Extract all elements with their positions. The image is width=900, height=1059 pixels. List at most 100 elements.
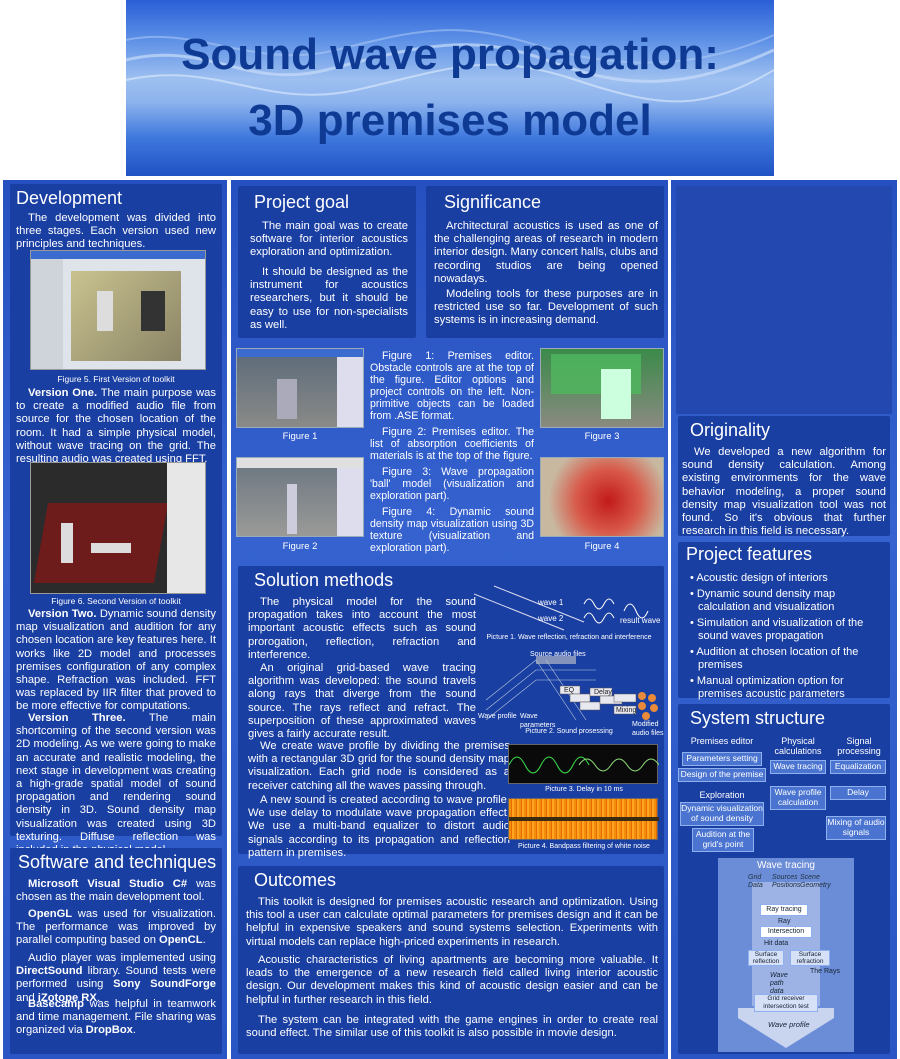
software-basecamp: Basecamp [28,998,84,1010]
wt-rays: Ray [778,918,791,925]
development-intro: The development was divided into three s… [16,212,216,251]
wave-reflection-diagram [474,585,649,631]
goal-p1: The main goal was to create software for… [250,220,408,259]
v2-title: Version Two. [28,608,97,620]
solution-heading: Solution methods [254,570,394,590]
right-empty-panel [676,186,892,414]
figure-6-caption: Figure 6. Second Version of toolkit [51,596,181,606]
software-p1: was chosen as the main development tool. [16,878,216,904]
sys-wave-tracing: Wave tracing [770,760,826,774]
wt-wpd: Wave path data [770,972,788,995]
originality-box: Originality We developed a new algorithm… [678,416,890,538]
picture-1-caption: Picture 1. Wave reflection, refraction a… [486,634,652,641]
significance-p1: Architectural acoustics is used as one o… [434,220,658,285]
title-banner: Sound wave propagation: 3D premises mode… [126,0,774,176]
goal-p2: It should be designed as the instrument … [250,266,408,331]
sys-dynvis: Dynamic visualization of sound density [680,802,764,826]
goal-heading: Project goal [254,192,350,212]
wt-heading: Wave tracing [757,860,815,871]
software-izotope: iZotope RX [37,991,97,1004]
sys-col1: Premises editor [690,736,754,746]
sys-params: Parameters setting [682,752,762,766]
outcomes-p1: This toolkit is designed for premises ac… [246,896,658,948]
modified-files-label: Modified audio files [632,721,664,737]
figures-description: Figure 1: Premises editor. Obstacle cont… [370,350,534,554]
wt-sources: Sources Positions [772,874,801,889]
software-p3b: library. Sound tests were performed usin… [16,965,216,991]
software-p3: Audio player was implemented using [28,952,216,964]
significance-heading: Significance [444,192,542,212]
figure-1-desc: Figure 1: Premises editor. Obstacle cont… [370,350,534,422]
figure-1-image [236,348,364,428]
system-box: System structure Premises editor Physica… [678,704,890,1054]
outcomes-p3: The system can be integrated with the ga… [246,1014,658,1040]
wt-hit: Hit data [764,940,789,947]
solution-box: Solution methods The physical model for … [238,566,664,859]
v2-text: Dynamic sound density map visualization … [16,608,216,713]
wt-scene: Scene Geometry [800,874,831,889]
figure-4-desc: Figure 4: Dynamic sound density map visu… [370,506,534,554]
outcomes-p2: Acoustic characteristics of living apart… [246,954,658,1006]
software-soundforge: Sony SoundForge [113,978,216,991]
solution-p1: The physical model for the sound propaga… [248,596,476,661]
wt-grid: Grid Data [748,874,763,889]
features-list: • Acoustic design of interiors • Dynamic… [686,572,884,704]
picture-4-image [508,798,659,840]
sys-eq: Equalization [830,760,886,774]
software-vs: Microsoft Visual Studio C# [28,878,188,890]
feature-item: • Simulation and visualization of the so… [690,617,864,642]
software-heading: Software and techniques [18,852,217,872]
feature-item: • Acoustic design of interiors [690,572,828,584]
wt-newrays: The Rays [810,968,840,975]
software-directsound: DirectSound [16,965,83,978]
sound-processing-diagram [485,656,658,721]
wave1-label: wave 1 [538,598,564,607]
figure-4-caption: Figure 4 [584,541,620,552]
software-opencl: OpenCL [159,934,203,947]
feature-item: • Manual optimization option for premise… [690,675,845,700]
source-files-label: Source audio files [530,651,586,658]
v3-title: Version Three. [28,712,126,724]
sys-delay: Delay [830,786,886,800]
software-p3c: and [16,991,38,1004]
software-dropbox: DropBox [85,1024,133,1037]
goal-box: Project goal The main goal was to create… [238,186,416,338]
sys-exploration: Exploration [699,790,745,800]
wt-wave-profile: Wave profile [768,1020,810,1029]
result-wave-label: result wave [620,616,661,625]
picture-2-caption: Picture 2. Sound prosessing [525,728,613,735]
outcomes-box: Outcomes This toolkit is designed for pr… [238,866,664,1054]
sys-design: Design of the premise [678,768,766,782]
figure-3-caption: Figure 3 [584,431,620,442]
outcomes-heading: Outcomes [254,870,337,890]
development-heading: Development [16,188,123,208]
solution-p4: A new sound is created according to wave… [248,794,510,859]
picture-3-caption: Picture 3. Delay in 10 ms [545,786,623,793]
sys-mixing: Mixing of audio signals [826,816,886,840]
wt-refraction: Surface refraction [790,950,830,966]
significance-p2: Modeling tools for these purposes are in… [434,288,658,327]
software-box: Software and techniques Microsoft Visual… [10,848,222,1054]
originality-p1: We developed a new algorithm for sound d… [682,446,886,538]
figure-2-caption: Figure 2 [282,541,318,552]
eq-label: EQ [564,687,575,694]
picture-3-image [508,744,660,784]
sys-wprofile: Wave profile calculation [770,786,826,810]
features-box: Project features • Acoustic design of in… [678,542,890,700]
wave-params-label: Wave parameters [520,713,556,729]
figure-5-caption: Figure 5. First Version of toolkit [57,374,175,384]
feature-item: • Audition at chosen location of the pre… [690,646,859,671]
title-line-1: Sound wave propagation: [181,30,719,79]
title-line-2: 3D premises model [248,96,652,145]
significance-box: Significance Architectural acoustics is … [426,186,664,338]
v3-text: The main shortcoming of the second versi… [16,712,217,856]
figure-3-image [540,348,664,428]
picture-4-caption: Picture 4. Bandpass filtering of white n… [518,843,650,850]
v1-title: Version One. [28,387,98,399]
figure-5-image [30,250,206,370]
delay-label: Delay [594,689,612,696]
originality-heading: Originality [690,420,771,440]
solution-p3: We create wave profile by dividing the p… [248,740,510,792]
figure-1-caption: Figure 1 [282,431,318,442]
sys-col3: Signal processing [837,736,881,756]
